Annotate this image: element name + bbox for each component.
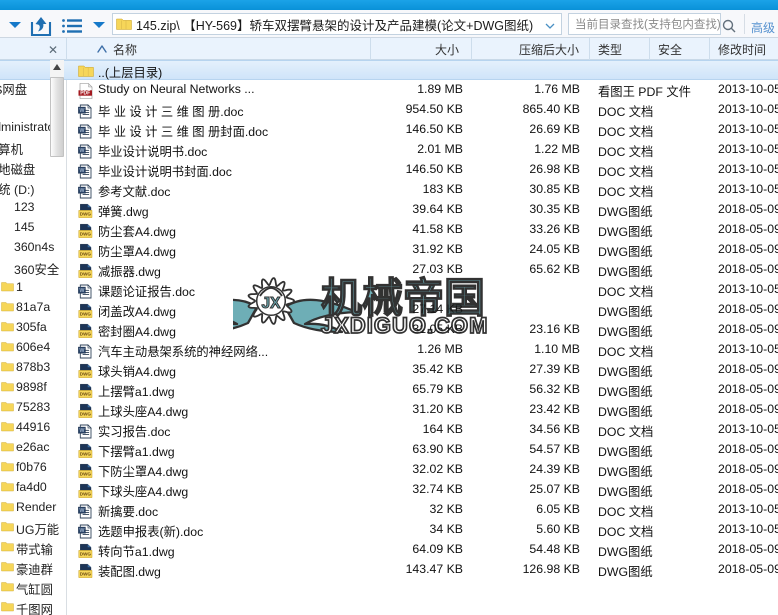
svg-text:DWG: DWG — [80, 212, 92, 217]
svg-text:DWG: DWG — [80, 412, 92, 417]
svg-text:DWG: DWG — [80, 332, 92, 337]
svg-text:DWG: DWG — [80, 392, 92, 397]
svg-text:DWG: DWG — [80, 472, 92, 477]
svg-text:PDF: PDF — [80, 91, 90, 97]
svg-text:DWG: DWG — [80, 312, 92, 317]
svg-text:DWG: DWG — [80, 552, 92, 557]
svg-text:DWG: DWG — [80, 372, 92, 377]
svg-text:DWG: DWG — [80, 452, 92, 457]
svg-text:DWG: DWG — [80, 272, 92, 277]
svg-text:DWG: DWG — [80, 252, 92, 257]
svg-text:DWG: DWG — [80, 232, 92, 237]
svg-text:DWG: DWG — [80, 572, 92, 577]
svg-text:DWG: DWG — [80, 492, 92, 497]
